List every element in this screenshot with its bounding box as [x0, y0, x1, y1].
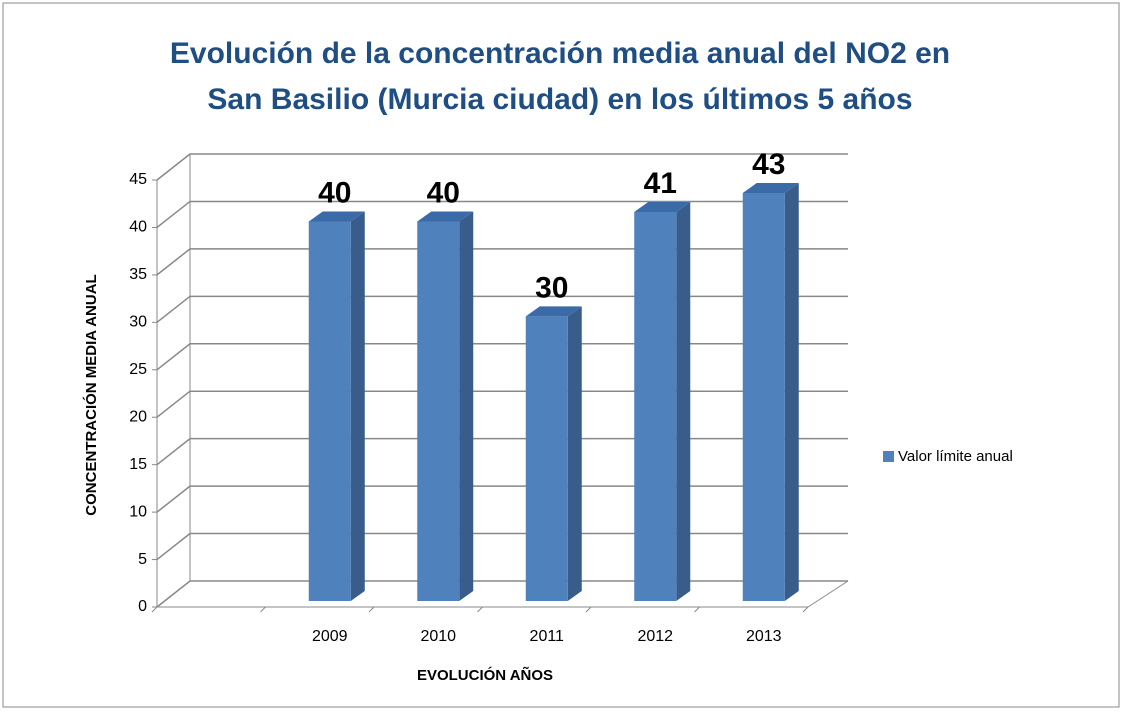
bar-side [567, 306, 582, 601]
legend-swatch [883, 451, 894, 462]
x-tick-mark [477, 606, 483, 613]
x-tick-mark [802, 606, 809, 613]
y-tick-label: 25 [129, 361, 147, 378]
grid-line [156, 295, 848, 323]
y-axis-title: CONCENTRACIÓN MEDIA ANUAL [82, 274, 100, 515]
bar-top [525, 306, 582, 317]
grid-line [156, 437, 848, 466]
x-tick-label: 2009 [312, 628, 348, 645]
y-tick-label: 45 [129, 171, 147, 188]
x-axis-title: EVOLUCIÓN AÑOS [417, 666, 553, 684]
x-tick-label: 2012 [637, 628, 673, 645]
x-tick-label: 2010 [420, 628, 456, 645]
x-tick-label: 2011 [530, 628, 565, 645]
bar [525, 316, 568, 601]
grid-line [156, 580, 848, 608]
bar [417, 221, 460, 601]
floor-edge [807, 580, 849, 608]
grid-line [156, 390, 848, 418]
grid-line [156, 343, 848, 371]
bar-top [634, 201, 691, 212]
bar-top [417, 211, 474, 222]
bar-side [784, 182, 799, 601]
bar-side [676, 201, 691, 601]
data-label: 40 [318, 176, 351, 209]
bar-side [459, 211, 474, 601]
data-label: 41 [644, 167, 677, 200]
grid-line [156, 485, 848, 513]
y-tick-label: 0 [138, 598, 147, 615]
legend-label: Valor límite anual [898, 448, 1013, 465]
data-label: 43 [752, 148, 785, 181]
grid-line [156, 532, 848, 561]
bar [634, 211, 677, 601]
x-tick-mark [585, 606, 592, 613]
y-tick-label: 30 [129, 314, 147, 331]
grid-line [156, 153, 848, 181]
y-tick-label: 10 [129, 503, 147, 520]
x-tick-label: 2013 [746, 628, 782, 645]
y-tick-label: 40 [129, 219, 147, 236]
data-label: 30 [535, 271, 568, 304]
grid-line [156, 248, 848, 276]
y-tick-label: 20 [129, 408, 147, 425]
x-tick-mark [151, 606, 158, 613]
y-tick-label: 15 [129, 456, 147, 473]
grid-line [156, 200, 848, 229]
bar [742, 192, 785, 601]
bar [308, 221, 351, 601]
x-tick-mark [368, 606, 375, 613]
y-tick-label: 5 [138, 551, 147, 568]
bar-top [742, 182, 799, 193]
bar-side [350, 211, 365, 601]
data-label: 40 [427, 176, 460, 209]
x-tick-mark [694, 606, 700, 613]
bar-top [308, 211, 365, 222]
x-tick-mark [260, 606, 266, 613]
chart-title: Evolución de la concentración media anua… [170, 37, 950, 70]
chart-title: San Basilio (Murcia ciudad) en los últim… [207, 83, 912, 116]
y-tick-label: 35 [129, 266, 147, 283]
